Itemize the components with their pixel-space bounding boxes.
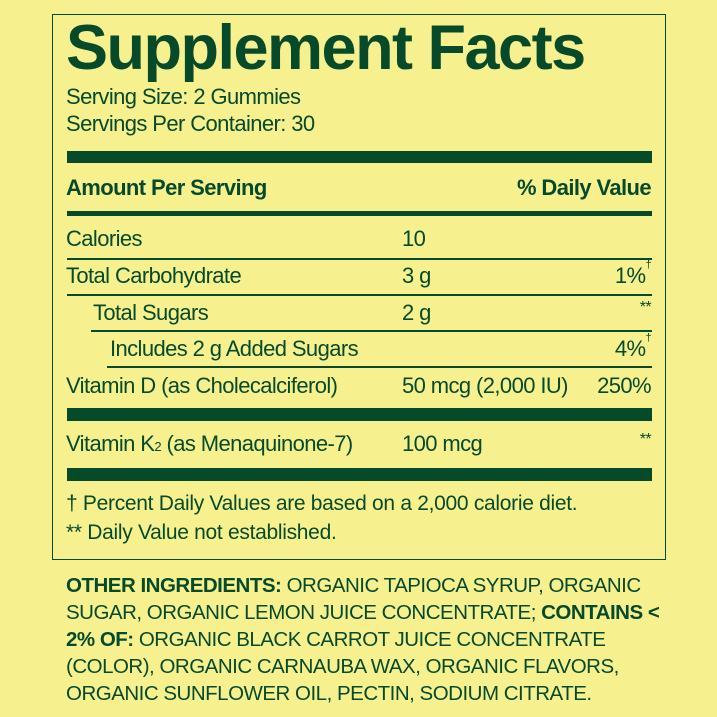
nutrient-amount: 3 g (402, 263, 431, 288)
nutrient-dv: 1%† (614, 259, 652, 290)
name-post: (as Menaquinone-7) (161, 431, 354, 456)
contains-label: CONTAINS < 2% OF: (66, 601, 660, 651)
nutrient-dv: ** (639, 299, 652, 316)
row-rule (67, 294, 652, 296)
thick-divider (67, 468, 652, 481)
panel-title: Supplement Facts (66, 13, 586, 83)
dv-value: 1% (614, 263, 646, 288)
row-rule (67, 258, 652, 260)
nutrient-dv: 250% (597, 373, 651, 398)
nutrient-amount: 10 (402, 226, 426, 251)
thick-divider (67, 151, 652, 163)
nutrient-dv: ** (639, 431, 652, 448)
nutrient-name: Includes 2 g Added Sugars (110, 336, 359, 361)
ingredients-label: OTHER INGREDIENTS: (66, 574, 282, 597)
row-rule (91, 330, 652, 332)
medium-divider (67, 211, 652, 216)
amount-per-serving-header: Amount Per Serving (66, 175, 267, 200)
other-ingredients: OTHER INGREDIENTS: ORGANIC TAPIOCA SYRUP… (66, 572, 666, 707)
dagger-mark: † (645, 332, 651, 344)
thick-divider (67, 408, 652, 421)
name-subscript: 2 (154, 439, 161, 454)
nutrient-name: Total Sugars (93, 300, 209, 325)
nutrient-amount: 100 mcg (402, 431, 483, 456)
servings-per-container: Servings Per Container: 30 (66, 111, 315, 136)
footnote-daily-values: † Percent Daily Values are based on a 2,… (66, 492, 578, 515)
nutrient-name: Total Carbohydrate (66, 263, 242, 288)
nutrient-dv: 4%† (614, 332, 652, 362)
nutrient-amount: 50 mcg (2,000 IU) (402, 373, 568, 398)
nutrient-amount: 2 g (402, 300, 431, 325)
nutrient-name: Vitamin K2 (as Menaquinone-7) (66, 430, 353, 458)
dv-value: 4% (614, 336, 646, 361)
name-pre: Vitamin K (66, 431, 155, 456)
facts-panel-border (52, 14, 666, 560)
footnote-not-established: ** Daily Value not established. (66, 521, 337, 544)
dagger-mark: † (645, 259, 651, 271)
ingredients-text: ORGANIC TAPIOCA SYRUP, ORGANIC SUGAR, OR… (66, 574, 641, 624)
contains-text: ORGANIC BLACK CARROT JUICE CONCENTRATE (… (66, 628, 619, 705)
row-rule (107, 366, 652, 368)
nutrient-name: Calories (66, 226, 143, 251)
daily-value-header: % Daily Value (516, 175, 652, 200)
serving-size: Serving Size: 2 Gummies (66, 84, 301, 109)
nutrient-name: Vitamin D (as Cholecalciferol) (66, 373, 338, 398)
